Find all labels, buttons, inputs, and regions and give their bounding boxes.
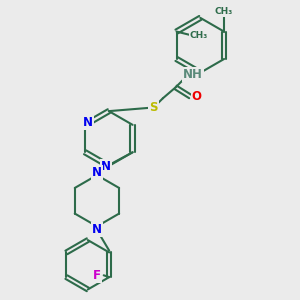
Text: S: S (149, 101, 158, 114)
Text: N: N (101, 160, 111, 172)
Text: CH₃: CH₃ (215, 7, 233, 16)
Text: N: N (83, 116, 93, 129)
Text: N: N (92, 166, 102, 179)
Text: CH₃: CH₃ (189, 31, 208, 40)
Text: O: O (192, 90, 202, 103)
Text: N: N (92, 223, 102, 236)
Text: NH: NH (183, 68, 203, 81)
Text: F: F (93, 269, 101, 282)
